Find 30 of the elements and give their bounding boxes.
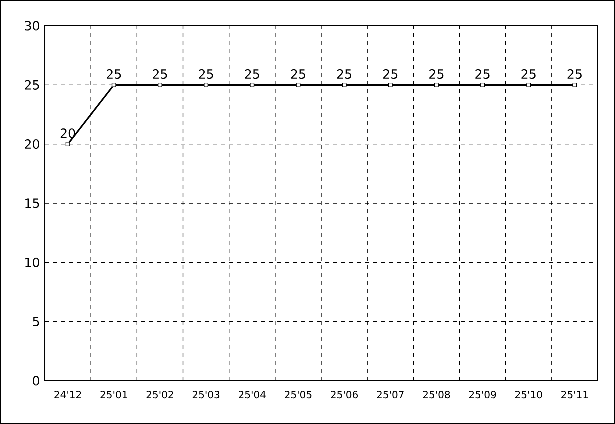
data-label: 25 [291, 69, 306, 80]
x-tick-label: 25'04 [239, 391, 266, 399]
data-label: 25 [383, 69, 398, 80]
data-label: 25 [199, 69, 214, 80]
data-label: 25 [522, 69, 536, 80]
data-label: 25 [106, 69, 122, 80]
y-tick-label: 20 [25, 140, 40, 150]
x-tick-label: 25'09 [469, 391, 496, 399]
x-tick-label: 25'02 [146, 391, 174, 399]
data-label: 25 [245, 69, 260, 80]
y-tick-label: 5 [33, 317, 40, 327]
y-tick-label: 15 [26, 198, 40, 208]
data-label: 25 [476, 69, 490, 80]
y-tick-label: 0 [33, 376, 40, 386]
x-tick-label: 25'07 [377, 391, 404, 399]
x-tick-label: 25'11 [562, 391, 588, 399]
data-label: 25 [337, 69, 352, 80]
x-tick-label: 25'10 [516, 391, 542, 399]
data-label: 25 [568, 69, 582, 80]
data-label: 25 [153, 69, 168, 80]
y-tick-label: 30 [25, 21, 40, 31]
data-label: 25 [430, 69, 444, 80]
x-tick-label: 24'12 [54, 391, 82, 398]
y-tick-label: 10 [26, 258, 40, 268]
x-tick-label: 25'06 [331, 391, 358, 399]
x-tick-label: 25'08 [423, 391, 450, 399]
x-tick-label: 25'01 [100, 391, 128, 399]
y-tick-label: 25 [25, 80, 40, 90]
x-tick-label: 25'03 [192, 391, 220, 399]
x-tick-label: 25'05 [285, 391, 312, 399]
